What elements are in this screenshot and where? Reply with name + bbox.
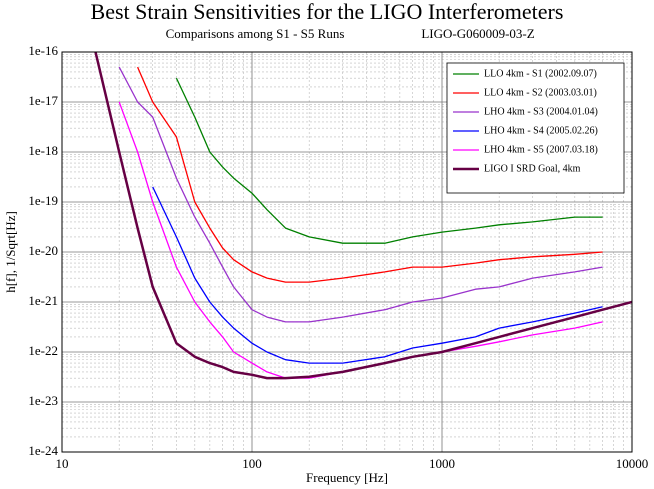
document-id: LIGO-G060009-03-Z [421,26,534,41]
legend-label: LLO 4km - S1 (2002.09.07) [484,68,597,79]
plot-frame [61,51,633,453]
x-tick-label: 1000 [429,456,455,471]
x-axis-label: Frequency [Hz] [306,470,388,485]
series-line [118,66,603,323]
chart-subtitle: Comparisons among S1 - S5 Runs [166,26,345,41]
legend-label: LHO 4km - S3 (2004.01.04) [484,106,598,117]
series-line [152,186,603,364]
x-tick-label: 10000 [616,456,649,471]
y-tick-label: 1e-18 [28,143,58,158]
legend-box [446,62,625,194]
series-line [175,77,603,244]
y-axis-label: h[f], 1/Sqrt[Hz] [3,211,18,293]
y-tick-label: 1e-19 [28,193,58,208]
y-tick-label: 1e-17 [28,93,58,108]
y-tick-label: 1e-16 [28,43,58,58]
y-tick-label: 1e-24 [28,443,58,458]
y-tick-label: 1e-21 [28,293,58,308]
x-tick-label: 100 [242,456,262,471]
series-line [94,52,632,380]
chart-title: Best Strain Sensitivities for the LIGO I… [91,0,564,24]
legend-label: LHO 4km - S4 (2005.02.26) [484,125,598,136]
series-line [137,66,603,283]
legend-label: LLO 4km - S2 (2003.03.01) [484,87,597,98]
y-tick-label: 1e-22 [28,343,58,358]
legend-label: LIGO I SRD Goal, 4km [484,163,581,174]
x-tick-label: 10 [56,456,69,471]
legend-label: LHO 4km - S5 (2007.03.18) [484,144,598,155]
plot-lines [94,52,632,380]
y-tick-label: 1e-23 [28,393,58,408]
y-tick-label: 1e-20 [28,243,58,258]
